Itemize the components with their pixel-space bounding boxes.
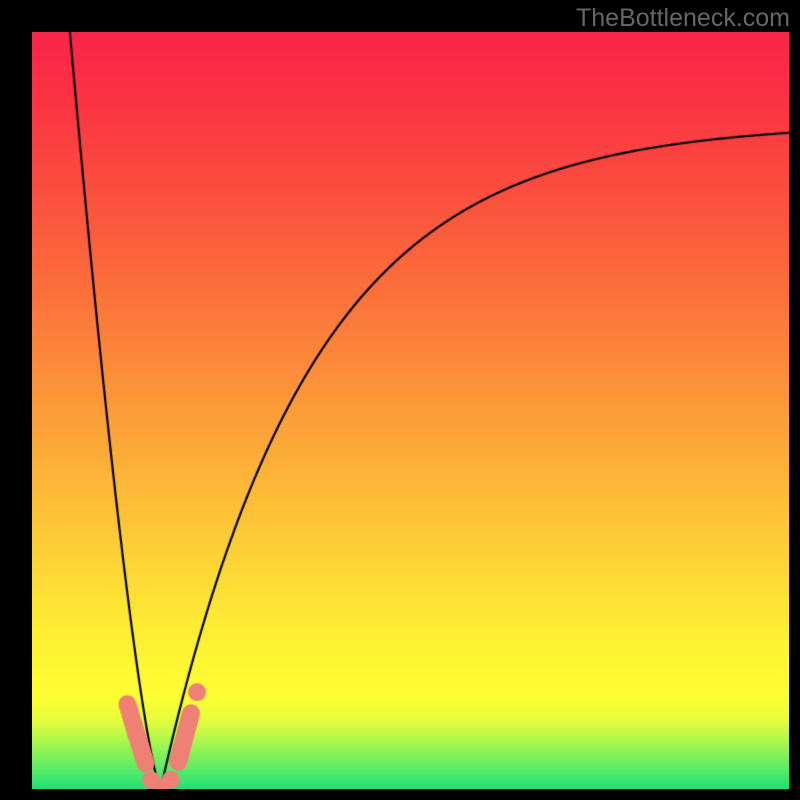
plot-area: [32, 32, 789, 789]
curve-markers: [32, 32, 789, 789]
watermark-text: TheBottleneck.com: [576, 4, 790, 33]
figure: TheBottleneck.com: [0, 0, 800, 800]
